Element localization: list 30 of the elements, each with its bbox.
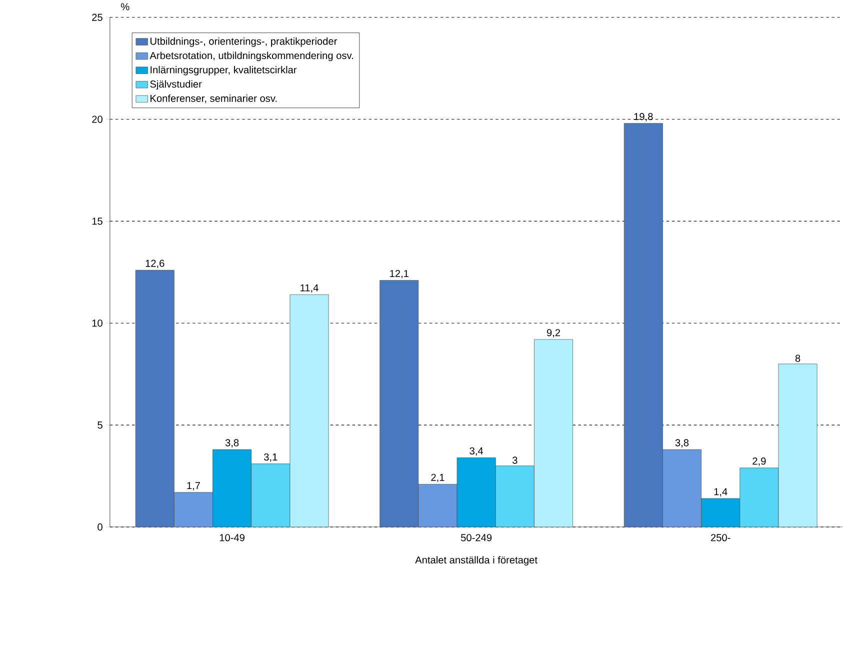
legend-label: Konferenser, seminarier osv. xyxy=(150,94,277,104)
legend-label: Inlärningsgrupper, kvalitetscirklar xyxy=(150,66,297,76)
data-label: 2,1 xyxy=(431,474,444,482)
data-label: 3,4 xyxy=(470,448,484,456)
legend-label: Arbetsrotation, utbildningskommendering osv. xyxy=(150,52,353,62)
data-label: 1,4 xyxy=(714,488,728,497)
data-label: 3,8 xyxy=(225,439,239,448)
data-label: 12,1 xyxy=(390,270,408,279)
y-tick-label: 0 xyxy=(98,524,102,531)
data-label: 3,8 xyxy=(675,439,689,448)
x-tick-label: 50-249 xyxy=(461,534,492,542)
y-tick-label: 5 xyxy=(98,422,102,429)
data-label: 9,2 xyxy=(546,329,560,338)
y-tick-label: 15 xyxy=(92,218,102,225)
data-label: 12,6 xyxy=(146,260,164,268)
legend-label: Självstudier xyxy=(150,80,202,90)
legend-label: Utbildnings-, orienterings-, praktikperioder xyxy=(150,38,338,48)
data-label: 3 xyxy=(512,456,518,464)
data-label: 8 xyxy=(795,354,800,362)
data-label: 3,1 xyxy=(264,454,278,462)
y-tick-label: 20 xyxy=(92,116,102,124)
x-tick-label: 250- xyxy=(710,534,730,542)
data-label: 11,4 xyxy=(300,284,318,293)
x-axis-title: Antalet anställda i företaget xyxy=(415,556,538,566)
x-tick-label: 10-49 xyxy=(220,534,244,542)
y-axis-title: % xyxy=(121,3,130,10)
data-label: 2,9 xyxy=(752,458,766,466)
y-tick-label: 25 xyxy=(92,14,102,22)
y-tick-label: 10 xyxy=(92,320,102,327)
data-label: 1,7 xyxy=(187,482,200,491)
